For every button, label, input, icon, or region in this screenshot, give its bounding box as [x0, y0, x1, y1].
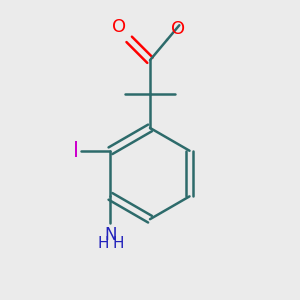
Text: N: N — [104, 226, 117, 244]
Text: H: H — [112, 236, 124, 251]
Text: O: O — [112, 18, 126, 36]
Text: I: I — [73, 141, 79, 161]
Text: O: O — [171, 20, 185, 38]
Text: H: H — [98, 236, 109, 251]
